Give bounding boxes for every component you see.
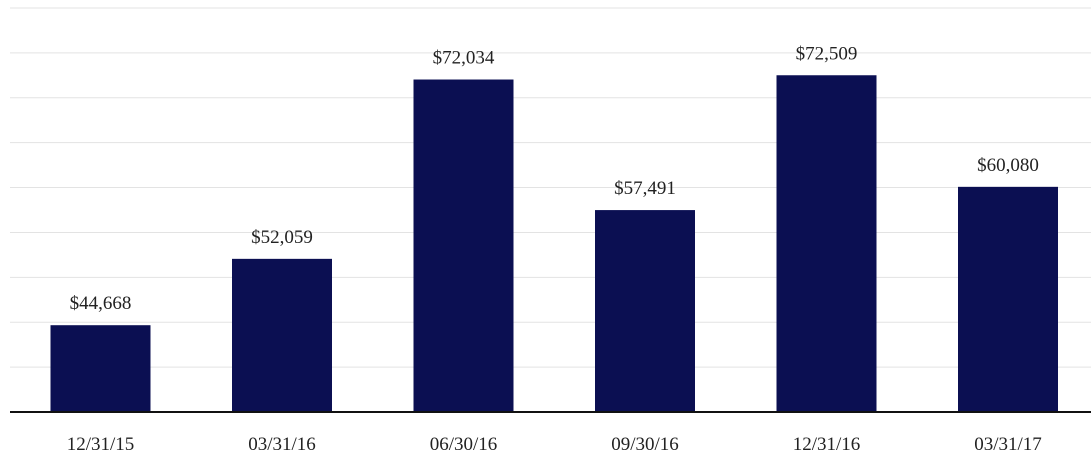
bar bbox=[50, 325, 151, 412]
x-tick-label: 03/31/17 bbox=[974, 434, 1042, 455]
bar bbox=[595, 210, 695, 412]
bars bbox=[50, 75, 1058, 413]
bar-value-label: $44,668 bbox=[70, 293, 132, 314]
bar-value-label: $72,509 bbox=[796, 43, 858, 64]
gridlines bbox=[10, 7, 1091, 368]
bar bbox=[776, 75, 877, 412]
x-tick-label: 03/31/16 bbox=[248, 434, 316, 455]
bar-value-label: $52,059 bbox=[251, 227, 313, 248]
x-tick-label: 12/31/16 bbox=[793, 434, 861, 455]
bar-value-label: $60,080 bbox=[977, 155, 1039, 176]
x-tick-labels: 12/31/15 03/31/16 06/30/16 09/30/16 12/31/16… bbox=[67, 434, 1042, 455]
bar bbox=[958, 186, 1058, 412]
bar bbox=[413, 79, 514, 413]
x-tick-label: 06/30/16 bbox=[430, 434, 498, 455]
bar bbox=[232, 258, 332, 412]
bar-value-label: $72,034 bbox=[433, 48, 495, 69]
bar-value-label: $57,491 bbox=[614, 178, 676, 199]
x-tick-label: 09/30/16 bbox=[611, 434, 679, 455]
value-labels: $44,668 $52,059 $72,034 $57,491 $72,509 $60,0… bbox=[70, 43, 1039, 314]
x-tick-label: 12/31/15 bbox=[67, 434, 135, 455]
